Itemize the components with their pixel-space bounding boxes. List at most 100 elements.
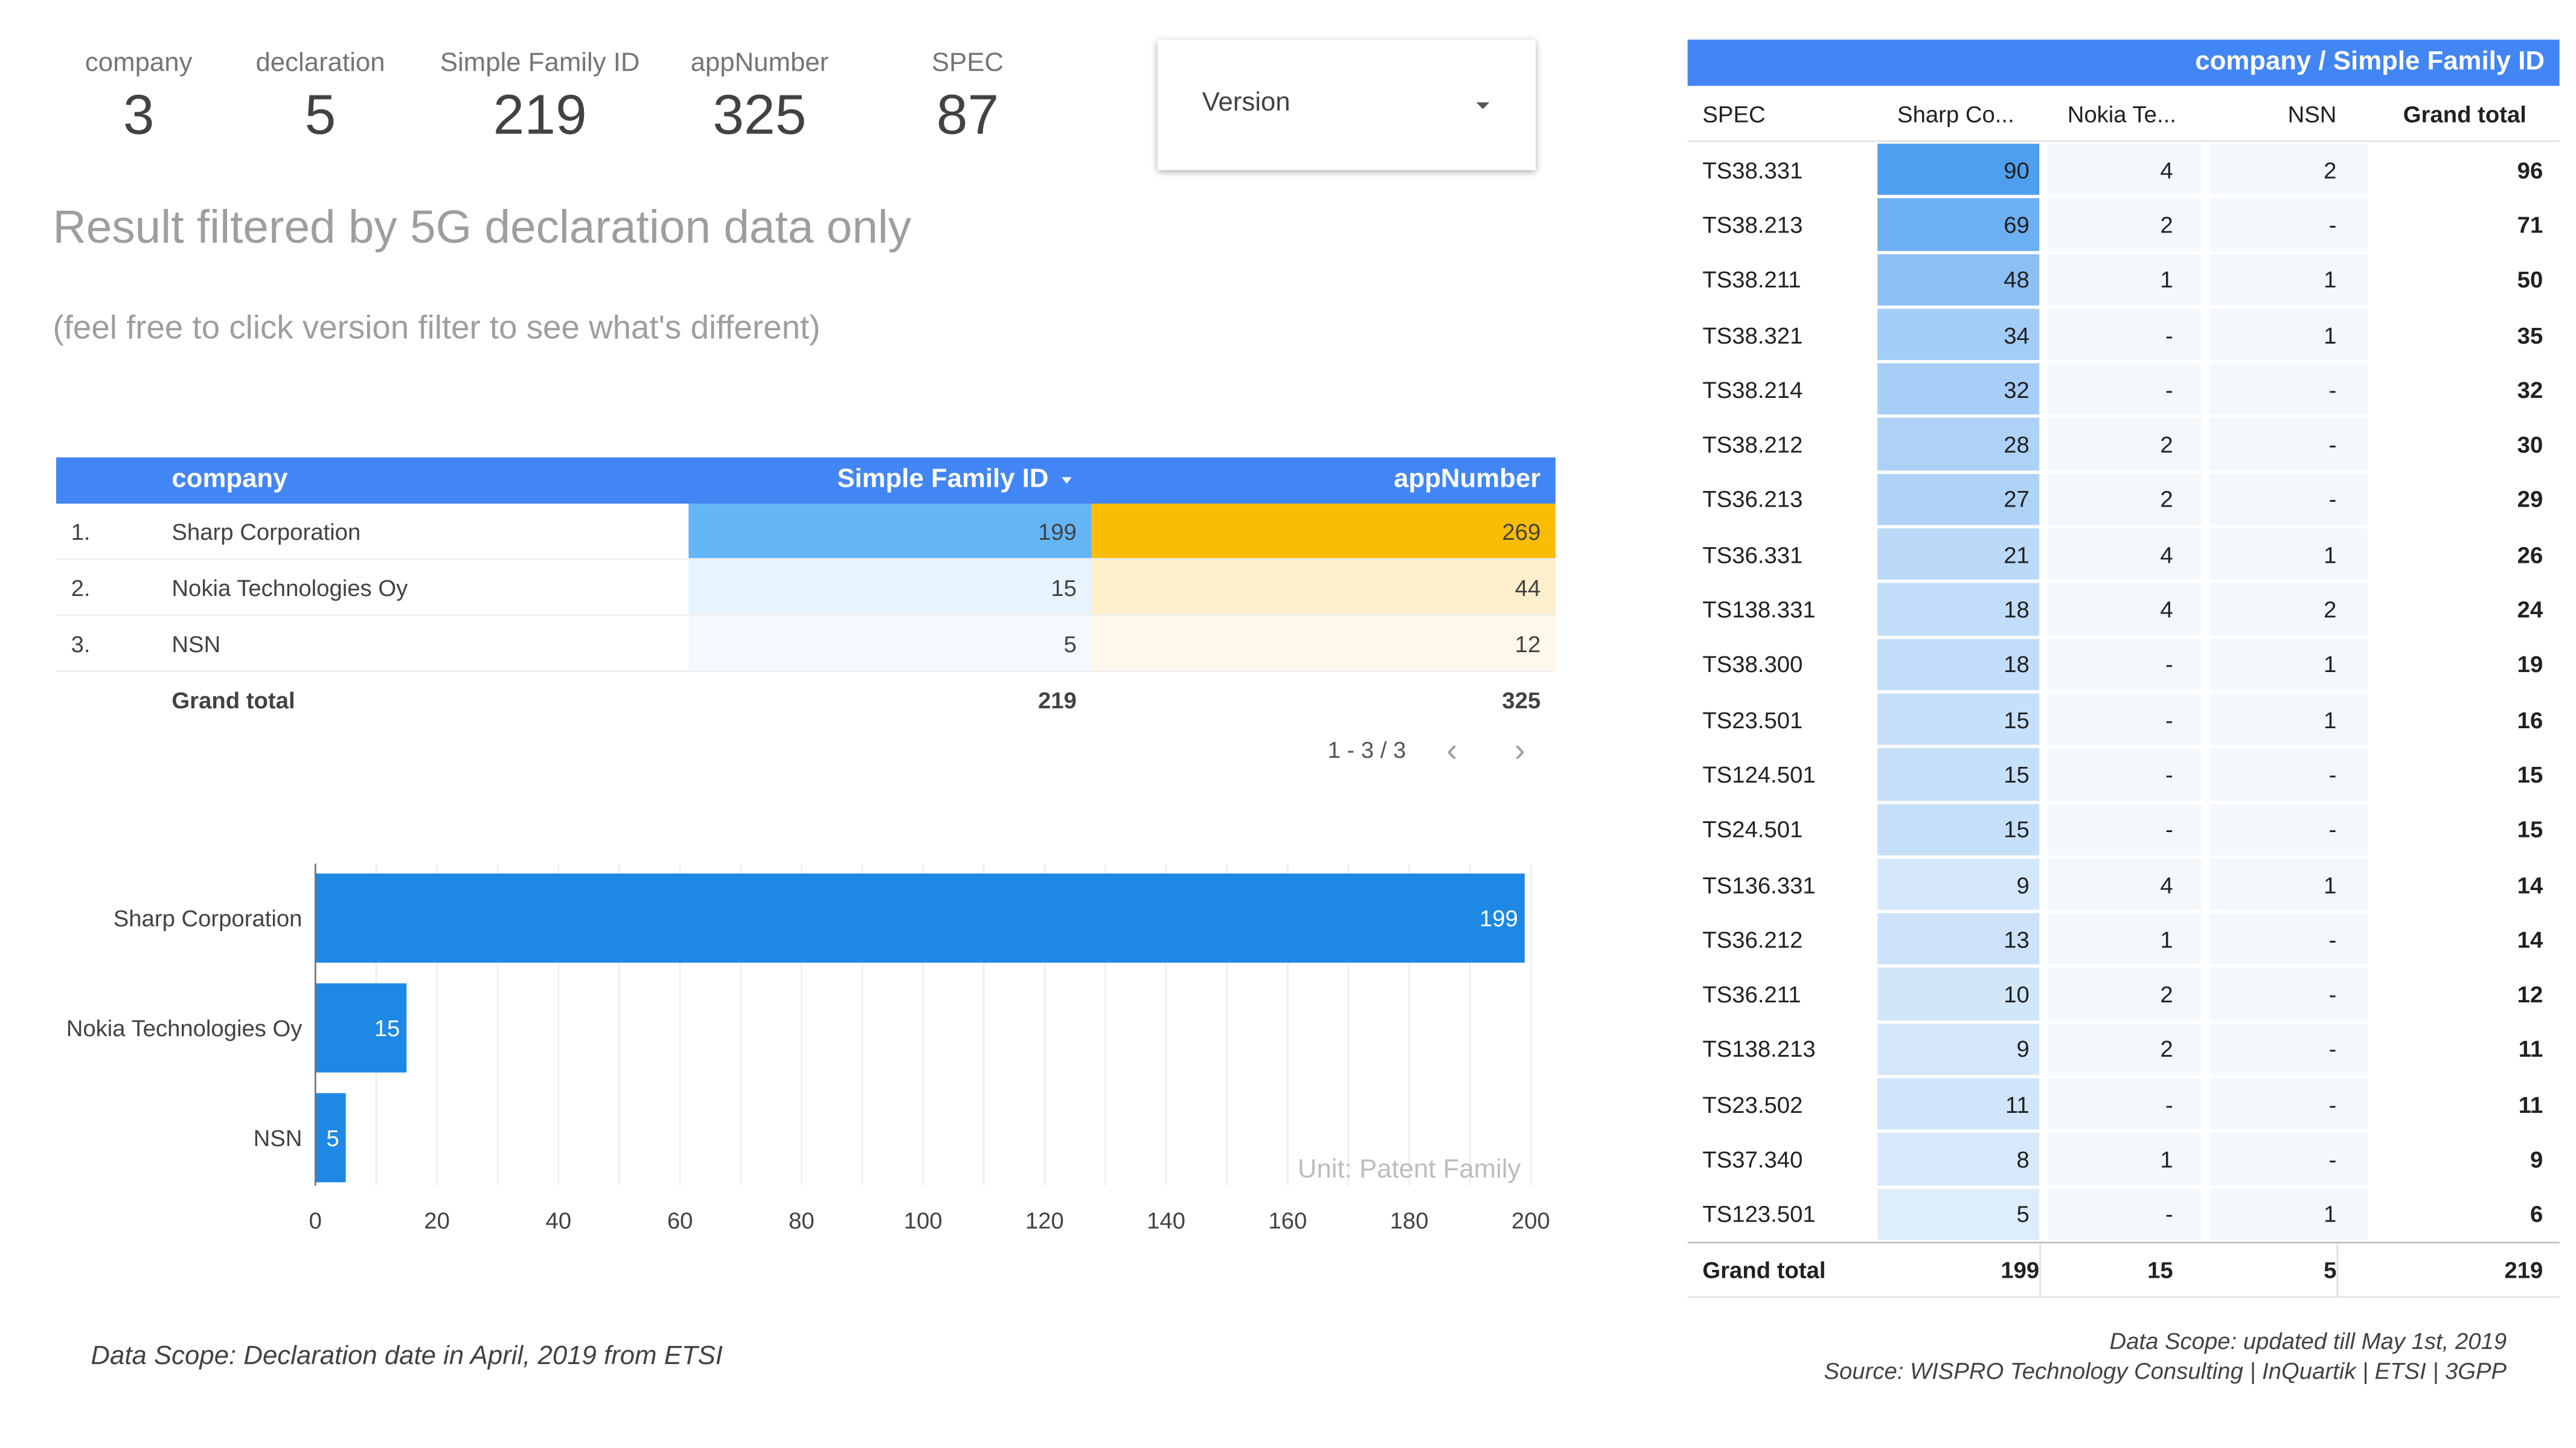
grand-total-app: 325 (1502, 687, 1541, 714)
grand-total-label: Grand total (171, 687, 295, 714)
chart-bars: 199 15 5 (315, 873, 1525, 1182)
pivot-row[interactable]: TS37.340 8 1- 9 (1688, 1132, 2560, 1187)
pivot-header-spec[interactable]: SPEC (1702, 100, 1766, 127)
pivot-cell-nsn: - (2209, 473, 2368, 525)
table-row[interactable]: 1. Sharp Corporation 199 269 (56, 504, 1556, 560)
pivot-cell-nsn: - (2209, 748, 2368, 801)
pivot-cell-nokia: - (2047, 638, 2202, 690)
pivot-cell-nokia: 4 (2047, 858, 2202, 911)
grand-total-family: 219 (1038, 687, 1077, 714)
x-tick-label: 20 (424, 1208, 450, 1234)
pivot-row[interactable]: TS36.331 21 4 1 26 (1688, 527, 2560, 582)
pivot-row[interactable]: TS38.321 34-1 35 (1688, 307, 2560, 362)
bar-sharp-corporation[interactable] (315, 873, 1525, 963)
company-table-header: company Simple Family ID appNumber (56, 457, 1556, 504)
pivot-cell-nokia: 1 (2047, 913, 2202, 966)
scorecard-label: SPEC (931, 50, 1004, 78)
pivot-total-sharp: 199 (1876, 1243, 2041, 1296)
version-filter-dropdown[interactable]: Version (1157, 39, 1536, 170)
table-row[interactable]: 2. Nokia Technologies Oy 15 44 (56, 560, 1556, 617)
pivot-grand-total-row: Grand total 199 15 5 219 (1687, 1241, 2560, 1298)
pivot-header-row: SPEC Sharp Co... Nokia Te... NSN Grand t… (1687, 86, 2560, 143)
pivot-header-nokia[interactable]: Nokia Te... (2067, 100, 2176, 127)
pivot-cell-nokia: 1 (2047, 1133, 2202, 1185)
column-header-family[interactable]: Simple Family ID (688, 457, 1072, 504)
bar-value-label: 199 (1479, 906, 1518, 932)
column-header-company[interactable]: company (171, 466, 288, 494)
pivot-cell-nsn: - (2209, 1078, 2368, 1130)
pivot-cell-total: 6 (2530, 1200, 2543, 1228)
pivot-row[interactable]: TS123.501 5-1 6 (1688, 1187, 2560, 1241)
pivot-row[interactable]: TS23.501 15-1 16 (1688, 692, 2560, 747)
company-table: company Simple Family ID appNumber 1. Sh… (56, 457, 1556, 728)
pivot-cell-total: 71 (2517, 211, 2543, 238)
pivot-cell-spec: TS136.331 (1702, 871, 1816, 898)
scorecard-company: company 3 (72, 50, 205, 149)
category-label: NSN (254, 1126, 303, 1152)
scorecard-appnumber: appNumber 325 (681, 50, 839, 149)
pivot-row[interactable]: TS38.211 48 1 1 50 (1688, 252, 2560, 307)
pivot-header-sharp[interactable]: Sharp Co... (1897, 100, 2014, 127)
scorecard-label: appNumber (690, 50, 829, 78)
pivot-cell-spec: TS38.211 (1702, 266, 1801, 293)
pivot-row[interactable]: TS138.213 9 2- 11 (1688, 1022, 2560, 1077)
x-tick-label: 100 (904, 1208, 943, 1234)
pivot-row[interactable]: TS24.501 15- -15 (1688, 802, 2560, 857)
pivot-cell-nokia: - (2047, 748, 2202, 801)
pivot-row[interactable]: TS138.331 18 4 2 24 (1688, 582, 2560, 637)
pivot-cell-total: 16 (2517, 706, 2543, 733)
pivot-header-nsn[interactable]: NSN (2287, 100, 2337, 127)
chevron-right-icon[interactable]: › (1514, 733, 1525, 770)
pivot-row[interactable]: TS38.212 28 2- 30 (1688, 417, 2560, 472)
pivot-cell-nsn: 2 (2209, 143, 2368, 196)
pivot-cell-nsn: - (2209, 1133, 2368, 1185)
pivot-cell-spec: TS38.214 (1702, 376, 1803, 403)
pivot-total-grand: 219 (2504, 1256, 2543, 1283)
pivot-cell-spec: TS36.331 (1702, 541, 1803, 568)
bar-nokia-technologies-oy[interactable] (315, 983, 407, 1073)
chevron-left-icon[interactable]: ‹ (1446, 733, 1458, 770)
pivot-row[interactable]: TS36.213 27 2- 29 (1688, 472, 2560, 527)
pivot-row[interactable]: TS36.211 10 2- 12 (1688, 967, 2560, 1022)
pivot-cell-sharp: 18 (1877, 638, 2040, 690)
bar-nsn[interactable] (315, 1093, 346, 1182)
table-grand-total: Grand total 219 325 (56, 672, 1556, 728)
source-note-line: Source: WISPRO Technology Consulting | I… (1824, 1357, 2507, 1384)
pivot-row[interactable]: TS36.212 13 1- 14 (1688, 912, 2560, 967)
column-header-app[interactable]: appNumber (1394, 466, 1541, 494)
pivot-total-nsn: 5 (2209, 1243, 2339, 1296)
pivot-cell-nsn: 2 (2209, 583, 2368, 635)
pivot-cell-nsn: 1 (2209, 638, 2368, 690)
pivot-row[interactable]: TS38.300 18-1 19 (1688, 637, 2560, 692)
x-tick-label: 0 (309, 1208, 322, 1234)
x-tick-label: 40 (546, 1208, 572, 1234)
pivot-row[interactable]: TS38.214 32- -32 (1688, 362, 2560, 417)
pivot-cell-spec: TS23.502 (1702, 1091, 1803, 1118)
column-header-family-label: Simple Family ID (837, 466, 1049, 494)
pagination-label: 1 - 3 / 3 (1327, 736, 1406, 763)
row-family-value: 15 (688, 560, 1092, 615)
scorecard-value: 87 (936, 84, 999, 147)
pivot-cell-nsn: 1 (2209, 254, 2368, 306)
pivot-cell-nsn: 1 (2209, 693, 2368, 746)
pivot-cell-total: 14 (2517, 871, 2543, 898)
pivot-cell-total: 30 (2517, 431, 2543, 458)
table-row[interactable]: 3. NSN 5 12 (56, 616, 1556, 672)
pivot-cell-sharp: 13 (1877, 913, 2040, 966)
pivot-cell-sharp: 9 (1877, 858, 2040, 911)
pivot-cell-nokia: - (2047, 803, 2202, 856)
pivot-row[interactable]: TS124.501 15- -15 (1688, 747, 2560, 802)
scorecard-value: 219 (493, 84, 587, 147)
x-tick-label: 140 (1147, 1208, 1185, 1234)
pivot-cell-nsn: 1 (2209, 1188, 2368, 1240)
pivot-row[interactable]: TS38.331 90 4 2 96 (1688, 142, 2560, 197)
pivot-header-total[interactable]: Grand total (2403, 100, 2526, 127)
pivot-row[interactable]: TS23.502 11- -11 (1688, 1077, 2560, 1132)
pivot-cell-nsn: 1 (2209, 858, 2368, 911)
pivot-row[interactable]: TS38.213 69 2- 71 (1688, 197, 2560, 252)
pivot-title: company / Simple Family ID (2195, 48, 2545, 76)
row-company: Sharp Corporation (171, 517, 361, 545)
pivot-cell-sharp: 27 (1877, 473, 2040, 525)
pivot-row[interactable]: TS136.331 9 4 1 14 (1688, 857, 2560, 912)
scorecard-declaration: declaration 5 (248, 50, 393, 149)
